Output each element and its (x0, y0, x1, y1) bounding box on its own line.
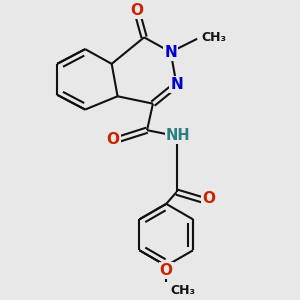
Text: O: O (160, 263, 173, 278)
Text: NH: NH (166, 128, 190, 143)
Text: O: O (130, 3, 143, 18)
Text: O: O (107, 131, 120, 146)
Text: O: O (202, 191, 215, 206)
Text: N: N (170, 77, 183, 92)
Text: CH₃: CH₃ (171, 284, 196, 297)
Text: N: N (164, 45, 177, 60)
Text: CH₃: CH₃ (202, 31, 226, 44)
